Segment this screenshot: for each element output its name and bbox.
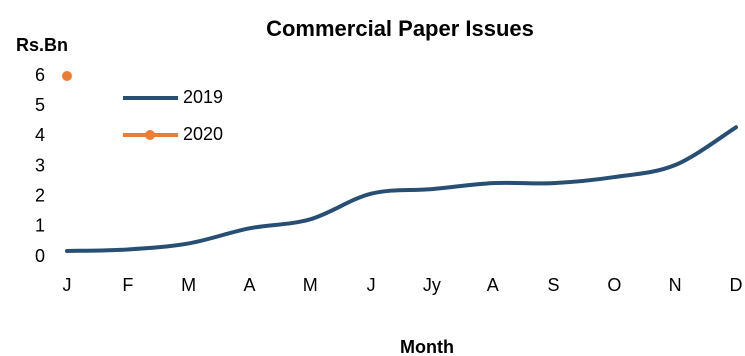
x-tick-label: O xyxy=(607,275,621,295)
data-point xyxy=(62,71,72,81)
y-tick-label: 5 xyxy=(35,95,45,115)
series-line xyxy=(65,125,738,253)
legend-label: 2020 xyxy=(183,124,223,144)
y-axis-label: Rs.Bn xyxy=(16,35,68,55)
y-tick-label: 1 xyxy=(35,216,45,236)
x-tick-label: F xyxy=(122,275,133,295)
legend-label: 2019 xyxy=(183,87,223,107)
y-tick-label: 4 xyxy=(35,125,45,145)
x-tick-label: N xyxy=(669,275,682,295)
chart-title: Commercial Paper Issues xyxy=(266,16,534,41)
x-tick-label: A xyxy=(487,275,499,295)
y-tick-label: 0 xyxy=(35,246,45,266)
y-tick-label: 2 xyxy=(35,185,45,205)
x-axis-label: Month xyxy=(400,337,454,356)
x-tick-label: J xyxy=(63,275,72,295)
x-tick-label: M xyxy=(303,275,318,295)
x-tick-label: J xyxy=(367,275,376,295)
x-tick-label: Jy xyxy=(423,275,441,295)
x-tick-label: S xyxy=(548,275,560,295)
x-tick-label: M xyxy=(181,275,196,295)
x-tick-label: D xyxy=(730,275,743,295)
legend-marker xyxy=(145,130,155,140)
y-tick-label: 3 xyxy=(35,155,45,175)
x-tick-label: A xyxy=(243,275,255,295)
y-tick-label: 6 xyxy=(35,65,45,85)
